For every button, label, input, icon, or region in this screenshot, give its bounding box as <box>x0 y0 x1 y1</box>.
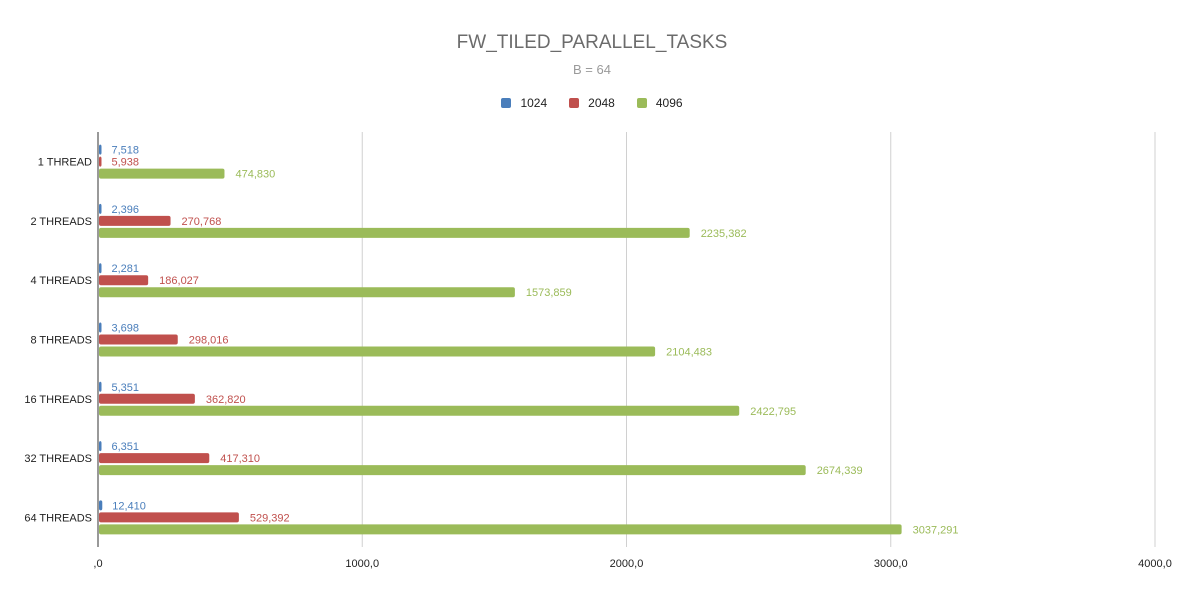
bar-4096-2-threads <box>99 227 690 238</box>
x-tick-label: 3000,0 <box>874 558 908 570</box>
legend-swatch <box>501 98 512 108</box>
data-label: 474,830 <box>235 169 275 181</box>
x-tick-label: 4000,0 <box>1138 558 1172 570</box>
data-label: 3,698 <box>112 323 140 335</box>
y-category-label: 32 THREADS <box>24 453 92 465</box>
legend-label: 2048 <box>588 96 615 110</box>
bar-2048-32-threads <box>99 453 210 464</box>
bar-4096-32-threads <box>99 465 806 476</box>
bar-4096-1-thread <box>99 168 225 179</box>
bar-1024-64-threads <box>99 500 103 511</box>
legend-item-4096: 4096 <box>636 96 683 110</box>
data-label: 186,027 <box>159 275 199 287</box>
bar-2048-4-threads <box>99 275 149 286</box>
data-label: 298,016 <box>189 335 229 347</box>
bar-1024-8-threads <box>99 322 102 333</box>
legend: 1024 2048 4096 <box>0 96 1184 110</box>
bar-2048-64-threads <box>99 512 239 523</box>
data-label: 7,518 <box>112 145 140 157</box>
y-category-label: 4 THREADS <box>30 275 92 287</box>
x-tick-label: 1000,0 <box>345 558 379 570</box>
bar-1024-1-thread <box>99 144 102 155</box>
data-label: 2,396 <box>112 204 140 216</box>
data-label: 12,410 <box>112 500 146 512</box>
bar-4096-16-threads <box>99 405 740 416</box>
y-category-label: 16 THREADS <box>24 394 92 406</box>
x-tick-label: 2000,0 <box>610 558 644 570</box>
data-label: 417,310 <box>220 453 260 465</box>
data-label: 2235,382 <box>701 228 747 240</box>
data-label: 5,938 <box>112 157 140 169</box>
data-label: 5,351 <box>112 382 140 394</box>
bar-1024-4-threads <box>99 263 102 274</box>
legend-label: 4096 <box>655 96 683 110</box>
y-category-label: 2 THREADS <box>30 216 92 228</box>
legend-label: 1024 <box>520 96 548 110</box>
data-label: 362,820 <box>206 394 246 406</box>
chart-title: FW_TILED_PARALLEL_TASKS <box>456 32 728 53</box>
bar-4096-64-threads <box>99 524 902 535</box>
bar-4096-8-threads <box>99 346 656 357</box>
y-category-label: 8 THREADS <box>30 335 92 347</box>
bar-1024-32-threads <box>99 441 102 452</box>
legend-swatch <box>569 98 580 108</box>
data-label: 2674,339 <box>817 465 863 477</box>
bar-2048-16-threads <box>99 393 195 404</box>
y-category-label: 64 THREADS <box>24 512 92 524</box>
data-label: 3037,291 <box>913 524 959 536</box>
bar-2048-8-threads <box>99 334 178 345</box>
data-label: 2422,795 <box>750 406 796 418</box>
data-label: 6,351 <box>112 441 140 453</box>
legend-item-2048: 2048 <box>569 96 615 110</box>
bar-2048-2-threads <box>99 215 171 226</box>
legend-swatch <box>636 98 647 108</box>
bar-1024-16-threads <box>99 381 102 392</box>
data-label: 2,281 <box>112 263 140 275</box>
bar-4096-4-threads <box>99 287 515 298</box>
chart-subtitle: B = 64 <box>573 62 611 77</box>
data-label: 1573,859 <box>526 287 572 299</box>
x-tick-label: ,0 <box>93 558 102 570</box>
data-label: 529,392 <box>250 512 290 524</box>
y-category-label: 1 THREAD <box>38 157 92 169</box>
legend-item-1024: 1024 <box>501 96 547 110</box>
data-label: 2104,483 <box>666 347 712 359</box>
data-label: 270,768 <box>182 216 222 228</box>
bar-1024-2-threads <box>99 203 102 214</box>
bar-2048-1-thread <box>99 156 102 167</box>
